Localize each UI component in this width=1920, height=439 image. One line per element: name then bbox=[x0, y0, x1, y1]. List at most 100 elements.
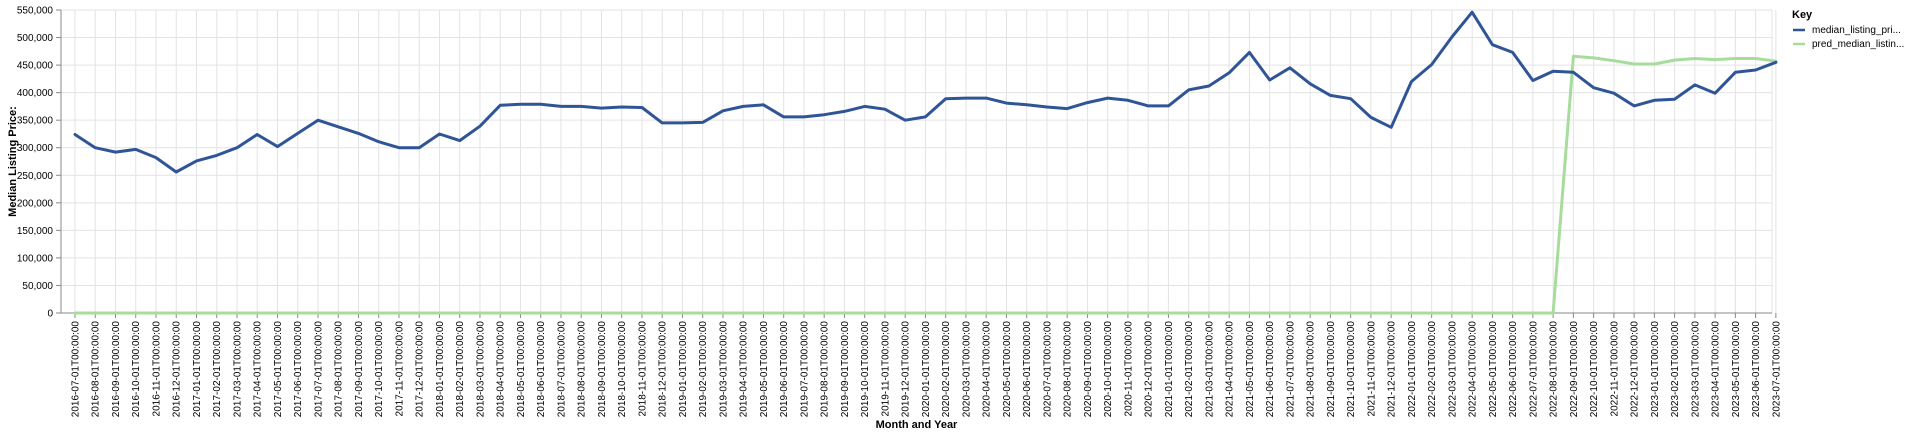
x-tick-label: 2021-05-01T00:00:00 bbox=[1245, 321, 1256, 418]
x-tick-label: 2016-09-01T00:00:00 bbox=[111, 321, 122, 418]
x-tick-label: 2018-02-01T00:00:00 bbox=[455, 321, 466, 418]
x-tick-label: 2018-08-01T00:00:00 bbox=[577, 321, 588, 418]
x-tick-label: 2020-01-01T00:00:00 bbox=[921, 321, 932, 418]
x-tick-label: 2021-09-01T00:00:00 bbox=[1326, 321, 1337, 418]
x-tick-label: 2019-12-01T00:00:00 bbox=[901, 321, 912, 418]
x-tick-label: 2023-06-01T00:00:00 bbox=[1751, 321, 1762, 418]
x-tick-label: 2021-02-01T00:00:00 bbox=[1184, 321, 1195, 418]
x-tick-label: 2020-02-01T00:00:00 bbox=[941, 321, 952, 418]
x-tick-label: 2020-05-01T00:00:00 bbox=[1002, 321, 1013, 418]
x-tick-label: 2023-05-01T00:00:00 bbox=[1731, 321, 1742, 418]
x-tick-label: 2019-07-01T00:00:00 bbox=[799, 321, 810, 418]
x-tick-label: 2022-07-01T00:00:00 bbox=[1528, 321, 1539, 418]
x-tick-label: 2023-07-01T00:00:00 bbox=[1771, 321, 1782, 418]
x-tick-label: 2020-06-01T00:00:00 bbox=[1022, 321, 1033, 418]
y-tick-label: 450,000 bbox=[17, 61, 54, 72]
x-tick-label: 2022-03-01T00:00:00 bbox=[1447, 321, 1458, 418]
x-tick-label: 2018-09-01T00:00:00 bbox=[597, 321, 608, 418]
x-tick-label: 2018-11-01T00:00:00 bbox=[637, 321, 648, 417]
x-tick-label: 2018-04-01T00:00:00 bbox=[496, 321, 507, 418]
x-tick-label: 2020-10-01T00:00:00 bbox=[1103, 321, 1114, 418]
series-line bbox=[73, 10, 1778, 174]
x-tick-label: 2022-10-01T00:00:00 bbox=[1589, 321, 1600, 418]
x-tick-label: 2021-10-01T00:00:00 bbox=[1346, 321, 1357, 418]
x-tick-label: 2020-07-01T00:00:00 bbox=[1042, 321, 1053, 418]
x-tick-label: 2019-05-01T00:00:00 bbox=[759, 321, 770, 418]
y-tick-label: 500,000 bbox=[17, 33, 54, 44]
y-tick-label: 150,000 bbox=[17, 226, 54, 237]
x-tick-label: 2017-04-01T00:00:00 bbox=[253, 321, 264, 418]
axis-layer bbox=[56, 9, 1777, 318]
x-tick-label: 2020-03-01T00:00:00 bbox=[961, 321, 972, 418]
x-tick-label: 2021-01-01T00:00:00 bbox=[1164, 321, 1175, 418]
x-tick-label: 2021-12-01T00:00:00 bbox=[1387, 321, 1398, 418]
x-tick-label: 2019-06-01T00:00:00 bbox=[779, 321, 790, 418]
x-tick-label: 2016-10-01T00:00:00 bbox=[131, 321, 142, 418]
x-tick-label: 2019-01-01T00:00:00 bbox=[678, 321, 689, 418]
x-tick-label: 2018-07-01T00:00:00 bbox=[556, 321, 567, 418]
x-tick-label: 2017-06-01T00:00:00 bbox=[293, 321, 304, 418]
x-tick-label: 2017-02-01T00:00:00 bbox=[212, 321, 223, 418]
x-tick-label: 2016-11-01T00:00:00 bbox=[151, 321, 162, 417]
x-tick-label: 2023-03-01T00:00:00 bbox=[1690, 321, 1701, 418]
x-tick-label: 2022-02-01T00:00:00 bbox=[1427, 321, 1438, 418]
x-tick-label: 2019-04-01T00:00:00 bbox=[739, 321, 750, 418]
y-axis-title: Median Listing Price: bbox=[7, 106, 19, 217]
x-tick-label: 2022-05-01T00:00:00 bbox=[1488, 321, 1499, 418]
x-tick-label: 2020-08-01T00:00:00 bbox=[1063, 321, 1074, 418]
x-tick-label: 2017-12-01T00:00:00 bbox=[415, 321, 426, 418]
series-line bbox=[73, 54, 1778, 315]
x-tick-label: 2021-06-01T00:00:00 bbox=[1265, 321, 1276, 418]
x-tick-label: 2022-04-01T00:00:00 bbox=[1468, 321, 1479, 418]
x-tick-label: 2022-06-01T00:00:00 bbox=[1508, 321, 1519, 418]
y-tick-label: 100,000 bbox=[17, 253, 54, 264]
x-tick-label: 2016-07-01T00:00:00 bbox=[71, 321, 82, 418]
x-tick-label: 2016-12-01T00:00:00 bbox=[172, 321, 183, 418]
y-tick-label: 350,000 bbox=[17, 116, 54, 127]
y-tick-label: 200,000 bbox=[17, 198, 54, 209]
x-tick-label: 2017-08-01T00:00:00 bbox=[334, 321, 345, 418]
x-tick-label: 2022-08-01T00:00:00 bbox=[1549, 321, 1560, 418]
x-tick-labels: 2016-07-01T00:00:00 2016-08-01T00:00:00 20… bbox=[71, 321, 1783, 418]
legend-title: Key bbox=[1792, 9, 1813, 21]
x-tick-label: 2020-12-01T00:00:00 bbox=[1144, 321, 1155, 418]
x-tick-label: 2021-04-01T00:00:00 bbox=[1225, 321, 1236, 418]
x-tick-label: 2023-04-01T00:00:00 bbox=[1711, 321, 1722, 418]
x-tick-label: 2019-11-01T00:00:00 bbox=[880, 321, 891, 417]
x-tick-label: 2021-03-01T00:00:00 bbox=[1204, 321, 1215, 418]
legend: Key median_listing_pri... pred_median_lis… bbox=[1792, 9, 1904, 50]
x-tick-label: 2020-11-01T00:00:00 bbox=[1123, 321, 1134, 417]
x-tick-label: 2021-11-01T00:00:00 bbox=[1366, 321, 1377, 417]
x-tick-label: 2018-05-01T00:00:00 bbox=[516, 321, 527, 418]
x-tick-label: 2018-01-01T00:00:00 bbox=[435, 321, 446, 418]
x-tick-label: 2017-09-01T00:00:00 bbox=[354, 321, 365, 418]
x-tick-label: 2019-03-01T00:00:00 bbox=[718, 321, 729, 418]
y-tick-labels: 0 50,000 100,000 150,000 200,000 250,000 300,0… bbox=[17, 6, 54, 320]
x-tick-label: 2021-08-01T00:00:00 bbox=[1306, 321, 1317, 418]
x-tick-label: 2020-04-01T00:00:00 bbox=[982, 321, 993, 418]
y-tick-label: 400,000 bbox=[17, 88, 54, 99]
x-tick-label: 2017-11-01T00:00:00 bbox=[394, 321, 405, 417]
legend-label: median_listing_pri... bbox=[1812, 25, 1901, 36]
x-tick-label: 2023-01-01T00:00:00 bbox=[1650, 321, 1661, 418]
x-tick-label: 2023-02-01T00:00:00 bbox=[1670, 321, 1681, 418]
x-tick-label: 2018-03-01T00:00:00 bbox=[475, 321, 486, 418]
x-tick-label: 2022-11-01T00:00:00 bbox=[1609, 321, 1620, 417]
x-tick-label: 2019-10-01T00:00:00 bbox=[860, 321, 871, 418]
x-tick-label: 2021-07-01T00:00:00 bbox=[1285, 321, 1296, 418]
x-tick-label: 2019-02-01T00:00:00 bbox=[698, 321, 709, 418]
x-tick-label: 2022-09-01T00:00:00 bbox=[1569, 321, 1580, 418]
x-tick-label: 2019-08-01T00:00:00 bbox=[820, 321, 831, 418]
x-tick-label: 2017-05-01T00:00:00 bbox=[273, 321, 284, 418]
legend-label: pred_median_listin... bbox=[1812, 39, 1904, 50]
x-axis-title: Month and Year bbox=[876, 419, 958, 431]
x-tick-label: 2017-01-01T00:00:00 bbox=[192, 321, 203, 418]
x-tick-label: 2020-09-01T00:00:00 bbox=[1083, 321, 1094, 418]
x-tick-label: 2018-06-01T00:00:00 bbox=[536, 321, 547, 418]
x-tick-label: 2017-10-01T00:00:00 bbox=[374, 321, 385, 418]
x-tick-label: 2022-12-01T00:00:00 bbox=[1630, 321, 1641, 418]
y-tick-label: 0 bbox=[47, 309, 53, 320]
x-tick-label: 2018-12-01T00:00:00 bbox=[658, 321, 669, 418]
x-tick-label: 2017-03-01T00:00:00 bbox=[232, 321, 243, 418]
